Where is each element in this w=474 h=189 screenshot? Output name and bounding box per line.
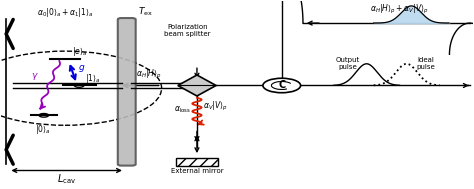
Text: $|0\rangle_a$: $|0\rangle_a$ bbox=[35, 123, 51, 136]
Text: $\alpha_0|0\rangle_a + \alpha_1|1\rangle_a$: $\alpha_0|0\rangle_a + \alpha_1|1\rangle… bbox=[37, 6, 93, 19]
Text: $\alpha_H|H\rangle_p + \alpha_V|V\rangle_p$: $\alpha_H|H\rangle_p + \alpha_V|V\rangle… bbox=[370, 3, 429, 16]
Text: $|e\rangle_a$: $|e\rangle_a$ bbox=[72, 45, 87, 58]
Circle shape bbox=[263, 78, 301, 93]
Bar bbox=[176, 158, 218, 166]
Text: $\alpha_H|H\rangle_p$: $\alpha_H|H\rangle_p$ bbox=[136, 68, 162, 81]
Text: $\alpha_\mathrm{loss}$: $\alpha_\mathrm{loss}$ bbox=[174, 104, 191, 115]
Text: C: C bbox=[278, 81, 285, 91]
Text: $L_\mathrm{cav}$: $L_\mathrm{cav}$ bbox=[57, 172, 76, 186]
Polygon shape bbox=[178, 75, 216, 96]
Text: $\alpha_V|V\rangle_p$: $\alpha_V|V\rangle_p$ bbox=[202, 100, 228, 113]
Text: External mirror: External mirror bbox=[171, 168, 223, 174]
Text: $T_\mathrm{ex}$: $T_\mathrm{ex}$ bbox=[138, 6, 153, 18]
Text: $\gamma$: $\gamma$ bbox=[31, 71, 38, 82]
FancyBboxPatch shape bbox=[118, 18, 136, 166]
Text: Output
pulse: Output pulse bbox=[336, 57, 360, 70]
Text: $|1\rangle_a$: $|1\rangle_a$ bbox=[85, 72, 100, 85]
Text: Polarization
beam splitter: Polarization beam splitter bbox=[164, 24, 211, 37]
Text: $g$: $g$ bbox=[78, 64, 85, 74]
Text: Ideal
pulse: Ideal pulse bbox=[416, 57, 435, 70]
